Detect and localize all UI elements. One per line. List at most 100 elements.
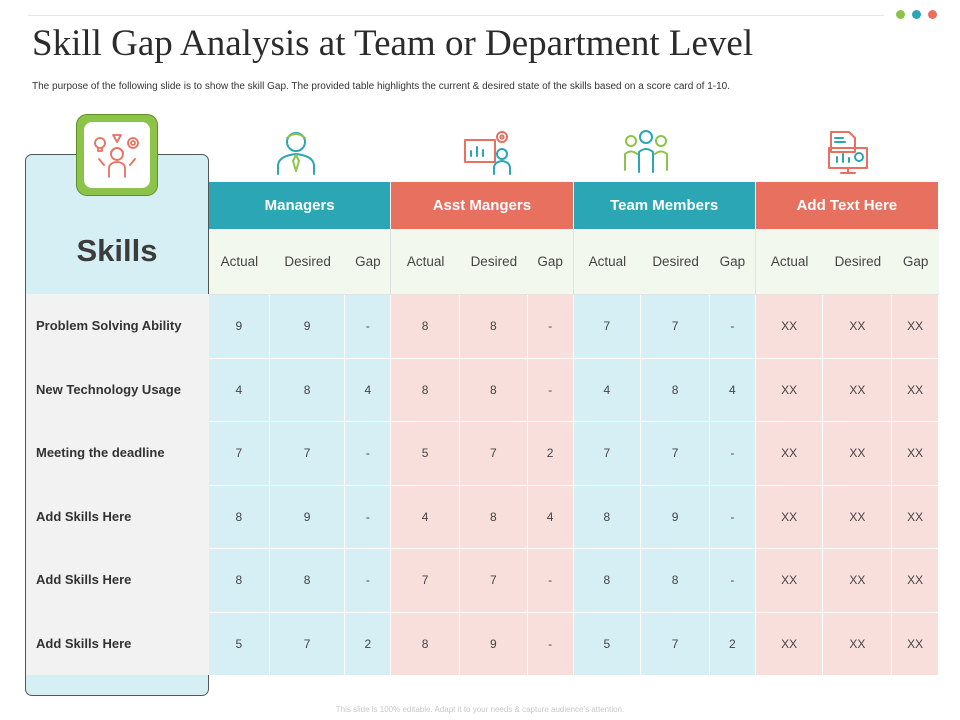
table-cell: 4 (345, 358, 392, 422)
table-cell: XX (823, 612, 893, 676)
table-cell: XX (755, 485, 824, 549)
person-ideas-icon (94, 134, 139, 178)
table-cell: 8 (391, 358, 460, 422)
table-cell: XX (755, 358, 824, 422)
slide-subtitle: The purpose of the following slide is to… (32, 81, 730, 92)
table-cell: 7 (269, 422, 346, 486)
table-cell: 4 (709, 358, 756, 422)
column-subheader: Actual (770, 254, 809, 269)
table-body: 9 9-8 8-7 7- XX XX XX 4 8 4 8 8-4 8 4 XX XX XX 7 7-5 7 2 7 7- X… (209, 295, 939, 676)
table-cell: - (345, 549, 392, 613)
table-cell: XX (892, 549, 939, 613)
column-subheader: Desired (652, 254, 699, 269)
table-cell: 8 (391, 295, 460, 359)
table-cell: 8 (269, 549, 346, 613)
column-subheader: Actual (406, 254, 445, 269)
table-cell: 7 (641, 422, 710, 486)
column-subheader: Gap (345, 229, 392, 294)
table-cell: XX (823, 358, 893, 422)
table-cell: 7 (209, 422, 270, 486)
table-cell: XX (823, 549, 893, 613)
table-cell: 7 (459, 549, 528, 613)
table-row: 4 8 4 8 8-4 8 4 XX XX XX (209, 358, 939, 422)
subheader-row: Actual Desired Gap Actual Desired Gap Actual De… (209, 229, 939, 295)
table-cell: 4 (573, 358, 642, 422)
table-cell: - (345, 295, 392, 359)
table-cell: - (709, 295, 756, 359)
table-cell: XX (755, 549, 824, 613)
table-cell: XX (892, 612, 939, 676)
table-row: 8 8-7 7-8 8- XX XX XX (209, 549, 939, 613)
table-cell: XX (755, 295, 824, 359)
skill-row-label: Add Skills Here (36, 635, 132, 651)
table-cell: 8 (641, 549, 710, 613)
column-subheader: Gap (710, 229, 756, 294)
table-cell: XX (823, 422, 893, 486)
table-cell: 5 (209, 612, 270, 676)
top-divider (28, 15, 884, 16)
table-cell: XX (755, 422, 824, 486)
decor-dot (928, 10, 937, 19)
table-cell: 7 (269, 612, 346, 676)
table-cell: 7 (641, 295, 710, 359)
skills-list: Problem Solving Ability New Technology Us… (26, 294, 209, 675)
table-row: 9 9-8 8-7 7- XX XX XX (209, 295, 939, 359)
table-cell: - (527, 358, 574, 422)
manager-icon (270, 126, 322, 178)
table-cell: - (345, 422, 392, 486)
skill-row-label: Meeting the deadline (36, 445, 165, 461)
table-cell: - (527, 549, 574, 613)
table-cell: - (527, 295, 574, 359)
column-subheader: Actual (220, 254, 259, 269)
team-members-icon (620, 126, 672, 178)
footer-note: This slide is 100% editable. Adapt it to… (335, 705, 625, 714)
table-cell: 4 (527, 485, 574, 549)
table-cell: 7 (573, 295, 642, 359)
group-header-row: Managers Asst Mangers Team Members Add Text… (209, 182, 939, 229)
column-subheader: Desired (284, 254, 331, 269)
decor-dot (912, 10, 921, 19)
skill-row-label: New Technology Usage (36, 381, 181, 397)
group-header: Team Members (573, 182, 756, 229)
skill-gap-table: Managers Asst Mangers Team Members Add Text… (209, 182, 939, 676)
table-cell: 9 (641, 485, 710, 549)
table-cell: 8 (573, 485, 642, 549)
table-cell: 8 (573, 549, 642, 613)
table-cell: 8 (641, 358, 710, 422)
skills-icon-frame (76, 114, 158, 196)
decor-dot (896, 10, 905, 19)
table-cell: 8 (209, 549, 270, 613)
table-cell: 5 (391, 422, 460, 486)
table-cell: 8 (459, 295, 528, 359)
table-row: 7 7-5 7 2 7 7- XX XX XX (209, 422, 939, 486)
column-subheader: Desired (470, 254, 518, 269)
table-cell: XX (892, 422, 939, 486)
group-header: Managers (209, 182, 392, 229)
table-cell: XX (823, 295, 893, 359)
table-cell: 4 (209, 358, 270, 422)
table-cell: 7 (573, 422, 642, 486)
table-cell: 9 (209, 295, 270, 359)
table-cell: - (709, 549, 756, 613)
table-cell: 4 (391, 485, 460, 549)
table-cell: 2 (345, 612, 392, 676)
table-cell: 8 (391, 612, 460, 676)
table-cell: 8 (209, 485, 270, 549)
skill-row-label: Add Skills Here (36, 508, 132, 524)
table-cell: - (709, 485, 756, 549)
table-cell: 7 (391, 549, 460, 613)
table-cell: - (709, 422, 756, 486)
skill-row-label: Problem Solving Ability (36, 318, 182, 334)
table-cell: XX (755, 612, 824, 676)
table-cell: XX (823, 485, 893, 549)
table-cell: 8 (459, 485, 528, 549)
slide-title: Skill Gap Analysis at Team or Department… (32, 23, 754, 64)
table-cell: 2 (527, 422, 574, 486)
group-header: Asst Mangers (391, 182, 574, 229)
table-cell: 2 (709, 612, 756, 676)
column-subheader: Actual (588, 254, 627, 269)
table-cell: 7 (459, 422, 528, 486)
table-cell: XX (892, 358, 939, 422)
table-cell: 7 (641, 612, 710, 676)
column-subheader: Desired (834, 254, 882, 269)
